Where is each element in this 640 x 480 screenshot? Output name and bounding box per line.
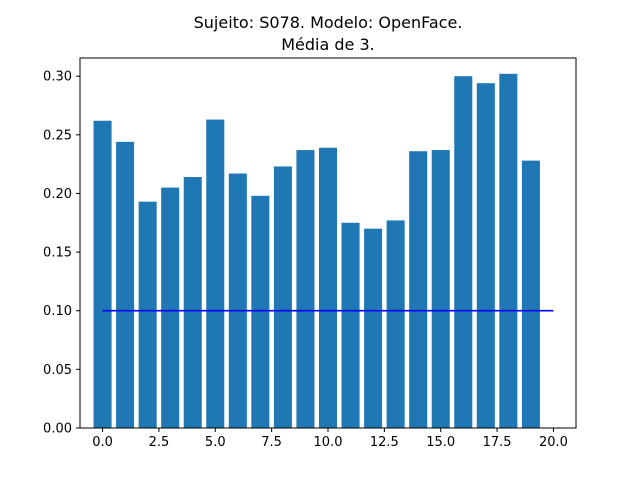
bar [183, 177, 202, 428]
bar [138, 201, 157, 428]
bar [476, 83, 495, 429]
bar [386, 220, 405, 428]
x-tick-label: 10.0 [314, 435, 343, 450]
y-tick-label: 0.25 [43, 128, 72, 143]
bar [521, 160, 540, 428]
bar [228, 173, 247, 428]
bar [364, 228, 383, 428]
x-tick-label: 15.0 [426, 435, 455, 450]
bar [318, 147, 338, 429]
bar [454, 76, 473, 429]
bar [161, 187, 180, 428]
bar [206, 119, 225, 428]
y-tick-label: 0.20 [43, 187, 72, 202]
y-tick-label: 0.05 [43, 363, 72, 378]
x-tick-label: 0.0 [92, 435, 113, 450]
x-tick-label: 12.5 [370, 435, 399, 450]
bar [409, 151, 428, 428]
chart-title: Sujeito: S078. Modelo: OpenFace. [194, 13, 463, 32]
y-tick-label: 0.30 [43, 70, 72, 85]
x-tick-label: 7.5 [261, 435, 282, 450]
bar [431, 150, 450, 428]
x-tick-label: 2.5 [149, 435, 170, 450]
x-tick-label: 17.5 [483, 435, 512, 450]
bar [251, 195, 270, 428]
x-axis: 0.0 2.5 5.0 7.5 10.0 12.5 15.0 17.5 20.0 [92, 428, 568, 450]
bar [93, 120, 112, 429]
x-tick-label: 5.0 [205, 435, 226, 450]
bar [296, 150, 315, 428]
y-tick-label: 0.10 [43, 304, 72, 319]
y-tick-label: 0.15 [43, 246, 72, 261]
x-tick-label: 20.0 [539, 435, 568, 450]
bar [116, 141, 135, 429]
bars-group [93, 73, 540, 429]
chart-subtitle: Média de 3. [281, 35, 375, 54]
bar [341, 222, 360, 428]
bar [499, 73, 518, 428]
bar [273, 166, 292, 428]
y-axis: 0.00 0.05 0.10 0.15 0.20 0.25 0.30 [43, 70, 80, 437]
y-tick-label: 0.00 [43, 422, 72, 437]
